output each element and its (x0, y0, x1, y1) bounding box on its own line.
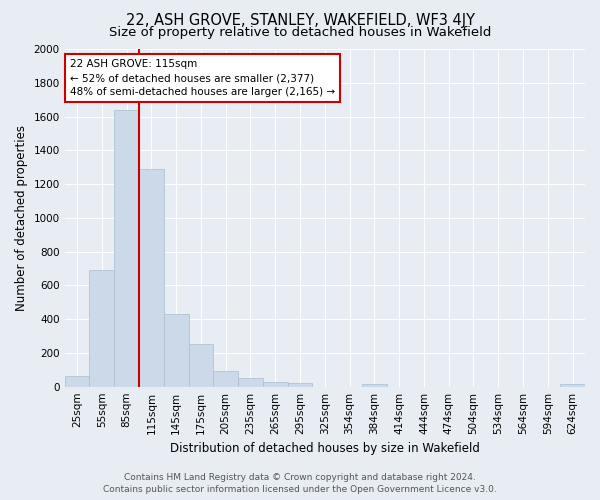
Bar (263, 382, 287, 386)
Y-axis label: Number of detached properties: Number of detached properties (15, 125, 28, 311)
Bar (560, 384, 585, 386)
Text: 22 ASH GROVE: 115sqm
← 52% of detached houses are smaller (2,377)
48% of semi-de: 22 ASH GROVE: 115sqm ← 52% of detached h… (70, 59, 335, 97)
Bar (164, 314, 188, 386)
Text: Contains HM Land Registry data © Crown copyright and database right 2024.
Contai: Contains HM Land Registry data © Crown c… (103, 472, 497, 494)
Bar (238, 378, 263, 386)
Bar (362, 384, 387, 386)
X-axis label: Distribution of detached houses by size in Wakefield: Distribution of detached houses by size … (170, 442, 480, 455)
Bar (214, 372, 238, 386)
Bar (287, 384, 313, 386)
Text: Size of property relative to detached houses in Wakefield: Size of property relative to detached ho… (109, 26, 491, 39)
Text: 22, ASH GROVE, STANLEY, WAKEFIELD, WF3 4JY: 22, ASH GROVE, STANLEY, WAKEFIELD, WF3 4… (125, 12, 475, 28)
Bar (188, 344, 214, 386)
Bar (89, 270, 114, 386)
Bar (139, 169, 164, 386)
Bar (65, 376, 89, 386)
Bar (114, 110, 139, 386)
